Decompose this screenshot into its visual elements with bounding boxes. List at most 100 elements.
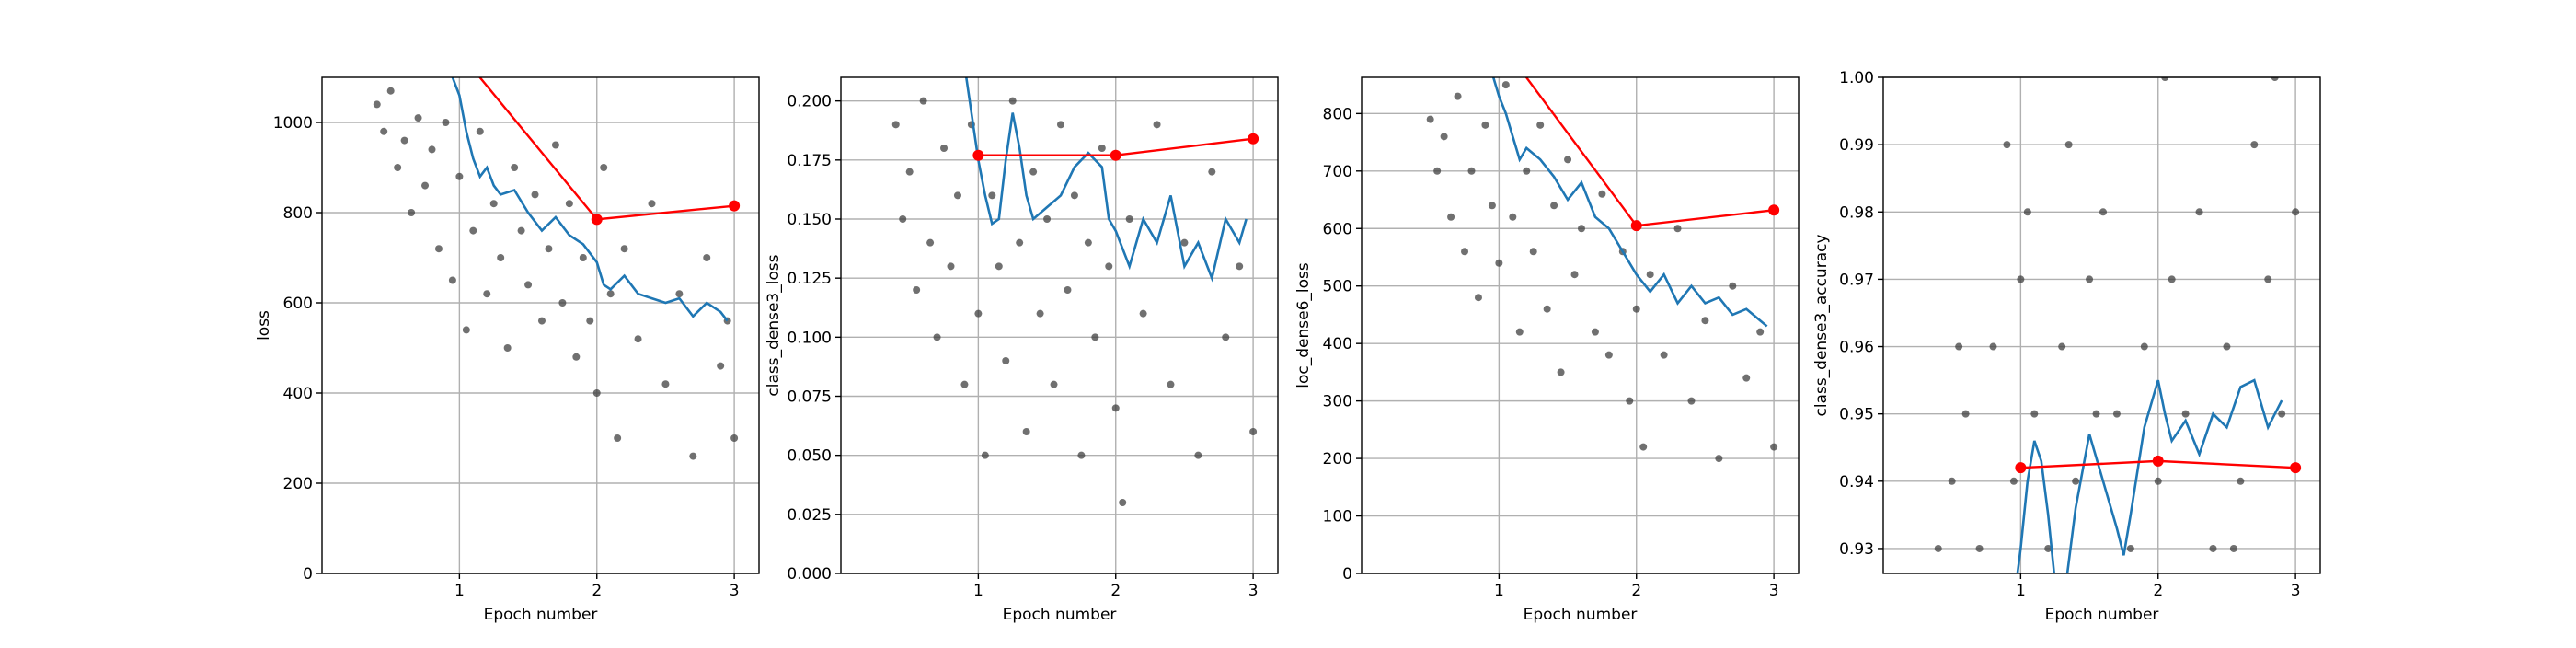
y-tick-label: 500: [1323, 278, 1352, 296]
y-tick-label: 800: [283, 204, 313, 223]
point: [905, 168, 914, 176]
point: [1474, 294, 1482, 302]
point: [913, 286, 921, 294]
epoch-marker: [1493, 35, 1504, 46]
epoch-marker: [591, 214, 603, 226]
point: [1715, 455, 1723, 463]
point: [2237, 477, 2245, 485]
subplot: 1 2 3 0 200 400 600 800 1000 Epoch number loss: [255, 47, 760, 624]
x-tick-label: 3: [2291, 582, 2301, 600]
y-axis-label: class_dense3_loss: [765, 254, 783, 396]
x-tick-label: 3: [1248, 582, 1259, 600]
y-tick-label: 0.98: [1839, 203, 1874, 222]
point: [1515, 328, 1524, 336]
point: [2140, 342, 2148, 351]
point: [1098, 145, 1106, 152]
point: [2064, 141, 2073, 149]
point: [1050, 380, 1058, 388]
x-axis-label: Epoch number: [2045, 606, 2159, 624]
point: [1632, 305, 1640, 313]
point: [586, 317, 594, 325]
epoch-marker: [454, 47, 465, 58]
point: [1557, 368, 1565, 376]
point: [1934, 544, 1942, 552]
point: [1570, 271, 1579, 279]
point: [1440, 133, 1448, 141]
y-tick-label: 0.175: [787, 152, 832, 170]
x-tick-label: 3: [730, 582, 740, 600]
x-axis-label: Epoch number: [1524, 606, 1638, 624]
point: [462, 326, 470, 334]
point: [1454, 92, 1462, 100]
point: [373, 100, 381, 109]
point: [1029, 168, 1038, 176]
point: [974, 309, 983, 318]
point: [1591, 328, 1599, 336]
point: [2223, 342, 2231, 351]
plot-area: [1426, 35, 1780, 463]
point: [2023, 208, 2031, 216]
point: [1948, 477, 1956, 485]
point: [648, 200, 656, 208]
point: [442, 119, 450, 126]
point: [2112, 410, 2121, 418]
plot-area: [891, 77, 1259, 506]
point: [689, 452, 697, 460]
y-tick-label: 1000: [273, 114, 313, 133]
y-tick-label: 700: [1323, 163, 1352, 181]
point: [380, 127, 388, 135]
point: [995, 262, 1003, 271]
axes-frame: [1361, 76, 1800, 574]
x-tick-label: 1: [973, 582, 983, 600]
y-tick-label: 400: [1323, 335, 1352, 353]
point: [2168, 275, 2176, 284]
y-tick-label: 0.94: [1839, 473, 1874, 492]
point: [524, 281, 533, 289]
point: [2072, 477, 2080, 485]
point: [1077, 451, 1086, 459]
plot-area: [373, 47, 741, 460]
point: [1501, 81, 1510, 89]
y-tick-label: 800: [1323, 105, 1352, 123]
y-tick-label: 0.200: [787, 93, 832, 111]
point: [1022, 428, 1030, 435]
point: [2099, 208, 2107, 216]
y-tick-label: 100: [1323, 508, 1352, 526]
point: [2209, 544, 2217, 552]
y-tick-label: 0.000: [787, 565, 832, 584]
epoch-marker: [1248, 133, 1259, 145]
point: [2264, 275, 2272, 284]
point: [675, 290, 684, 298]
plot-area: [1934, 77, 2302, 573]
y-tick-label: 0.99: [1839, 136, 1874, 155]
point: [469, 226, 477, 235]
point: [919, 97, 927, 105]
point: [620, 245, 628, 253]
epoch-marker: [2152, 455, 2164, 467]
point: [717, 362, 725, 370]
epoch-marker: [2015, 462, 2027, 474]
point: [1002, 357, 1010, 364]
point: [1008, 97, 1017, 105]
y-tick-label: 400: [283, 385, 313, 403]
x-tick-label: 1: [2016, 582, 2026, 600]
y-axis-label: class_dense3_accuracy: [1812, 234, 1831, 416]
point: [1208, 168, 1216, 176]
point: [1523, 167, 1531, 175]
point: [1119, 499, 1127, 506]
point: [703, 254, 711, 261]
point: [1016, 238, 1024, 247]
epoch-marker: [972, 149, 984, 161]
y-axis-label: loss: [255, 310, 273, 341]
y-tick-label: 0.93: [1839, 540, 1874, 559]
point: [448, 276, 456, 284]
point: [386, 87, 395, 95]
point: [1550, 202, 1558, 210]
point: [421, 181, 430, 190]
y-tick-label: 0.96: [1839, 339, 1874, 357]
point: [2181, 410, 2190, 418]
point: [1426, 115, 1434, 123]
x-tick-label: 2: [2153, 582, 2163, 600]
point: [940, 145, 949, 152]
